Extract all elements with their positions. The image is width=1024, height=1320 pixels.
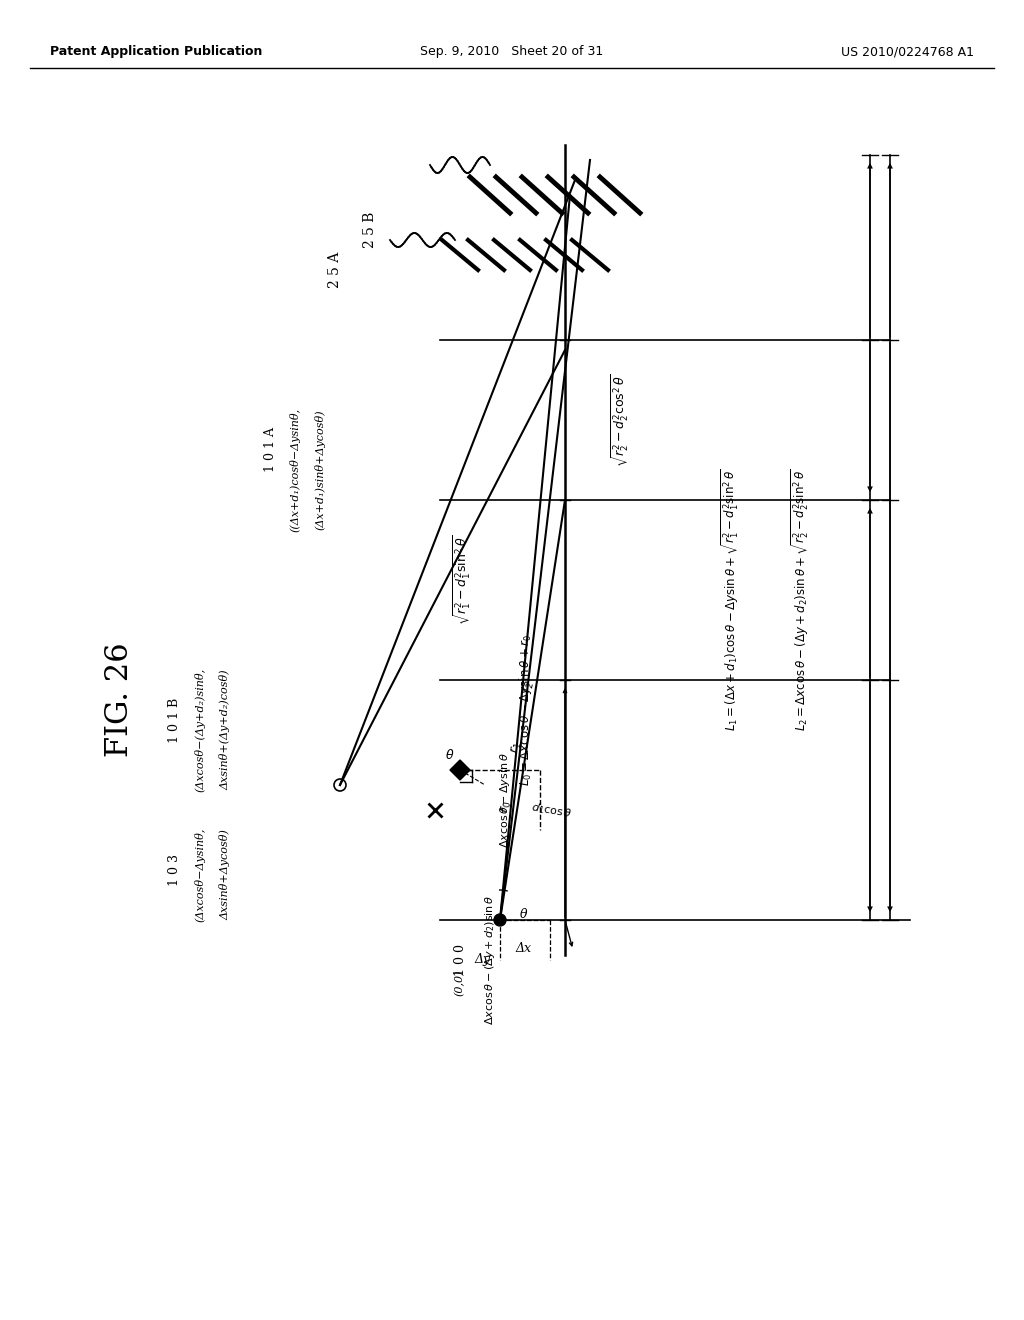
Text: (Δxcosθ−(Δy+d₂)sinθ,: (Δxcosθ−(Δy+d₂)sinθ, bbox=[195, 668, 206, 792]
Text: Δx: Δx bbox=[515, 942, 531, 954]
Text: $L_1=(\Delta x+d_1)\cos\theta-\Delta y\sin\theta+\sqrt{r_1^2-d_1^2\sin^2\theta}$: $L_1=(\Delta x+d_1)\cos\theta-\Delta y\s… bbox=[720, 469, 740, 731]
Text: $L_2=\Delta x\cos\theta-(\Delta y+d_2)\sin\theta+\sqrt{r_2^2-d_2^2\sin^2\theta}$: $L_2=\Delta x\cos\theta-(\Delta y+d_2)\s… bbox=[790, 469, 811, 731]
Text: (Δx+d₁)sinθ+Δycosθ): (Δx+d₁)sinθ+Δycosθ) bbox=[314, 409, 326, 531]
Text: 2 5 B: 2 5 B bbox=[362, 211, 377, 248]
Text: $\Delta x\cos\theta-\Delta y\sin\theta$: $\Delta x\cos\theta-\Delta y\sin\theta$ bbox=[498, 752, 512, 847]
Text: θ: θ bbox=[520, 908, 527, 921]
Text: $\theta$: $\theta$ bbox=[445, 748, 455, 762]
Text: (Δxcosθ−Δysinθ,: (Δxcosθ−Δysinθ, bbox=[195, 828, 206, 923]
Text: US 2010/0224768 A1: US 2010/0224768 A1 bbox=[841, 45, 974, 58]
Text: Δxsinθ+Δycosθ): Δxsinθ+Δycosθ) bbox=[219, 829, 230, 920]
Text: FIG. 26: FIG. 26 bbox=[104, 643, 135, 758]
Text: $\sqrt{r_2^2-d_2^2\cos^2\theta}$: $\sqrt{r_2^2-d_2^2\cos^2\theta}$ bbox=[609, 374, 631, 467]
Text: 1 0 0: 1 0 0 bbox=[454, 944, 467, 975]
Text: 1 0 1 B: 1 0 1 B bbox=[169, 697, 181, 743]
Text: Δy: Δy bbox=[474, 953, 490, 966]
Text: $\Delta x\cos\theta-(\Delta y+d_2)\sin\theta$: $\Delta x\cos\theta-(\Delta y+d_2)\sin\t… bbox=[483, 895, 497, 1026]
Polygon shape bbox=[450, 760, 470, 780]
Text: Sep. 9, 2010   Sheet 20 of 31: Sep. 9, 2010 Sheet 20 of 31 bbox=[421, 45, 603, 58]
Text: 1 0 3: 1 0 3 bbox=[169, 854, 181, 886]
Text: 2 5 A: 2 5 A bbox=[328, 252, 342, 288]
Text: $d_1\cos\theta$: $d_1\cos\theta$ bbox=[530, 800, 573, 821]
Text: ((Δx+d₁)cosθ−Δysinθ,: ((Δx+d₁)cosθ−Δysinθ, bbox=[290, 408, 300, 532]
Text: (0,0): (0,0) bbox=[455, 970, 465, 997]
Text: $r_1$: $r_1$ bbox=[508, 741, 524, 755]
Text: $\sqrt{r_1^2-d_1^2\sin^2\theta}$: $\sqrt{r_1^2-d_1^2\sin^2\theta}$ bbox=[452, 535, 473, 626]
Text: $r_2$: $r_2$ bbox=[520, 680, 537, 696]
Text: $L_0=\Delta x\cos\theta-\Delta y\sin\theta+r_0$: $L_0=\Delta x\cos\theta-\Delta y\sin\the… bbox=[516, 634, 534, 785]
Text: Patent Application Publication: Patent Application Publication bbox=[50, 45, 262, 58]
Text: $r_0$: $r_0$ bbox=[498, 800, 514, 814]
Circle shape bbox=[494, 913, 506, 927]
Text: Δxsinθ+(Δy+d₂)cosθ): Δxsinθ+(Δy+d₂)cosθ) bbox=[219, 669, 230, 791]
Text: 1 0 1 A: 1 0 1 A bbox=[263, 428, 276, 473]
